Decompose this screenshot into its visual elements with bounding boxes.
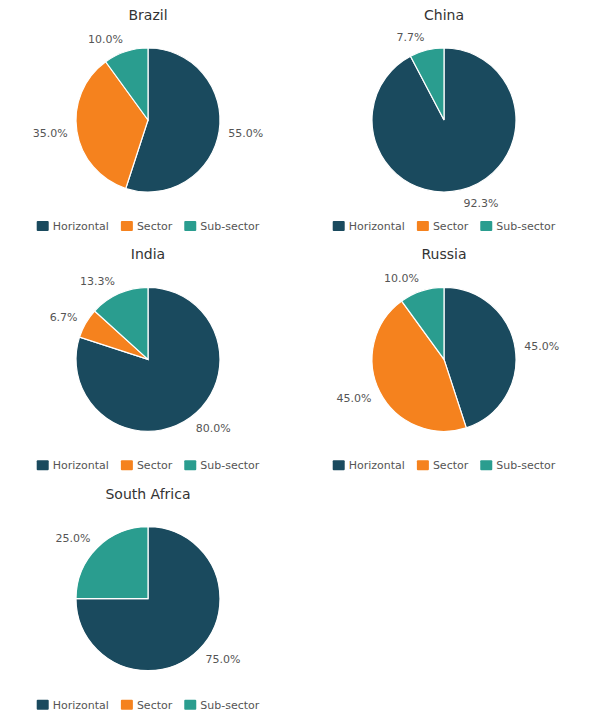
slices [372, 48, 516, 192]
legend-swatch [480, 460, 492, 470]
legend-label: Horizontal [53, 220, 109, 233]
pie-slice [402, 287, 444, 359]
data-label: 55.0% [228, 127, 263, 140]
chart-title: Russia [421, 246, 466, 262]
legend-item: Horizontal [37, 220, 109, 233]
pie-chart: China 92.3% 7.7% Horizontal Sector Sub-sector [333, 7, 556, 233]
legend-item: Sub-sector [480, 459, 555, 472]
legend-item: Horizontal [37, 459, 109, 472]
pie-chart: South Africa 75.0% 25.0% Horizontal Sector Su… [37, 486, 260, 712]
pie-chart: Russia 45.0% 45.0% 10.0% Horizontal Sector Sub… [333, 246, 560, 472]
data-label: 75.0% [206, 653, 241, 666]
legend-label: Sub-sector [496, 459, 555, 472]
legend-item: Sector [121, 699, 173, 712]
legend-item: Sub-sector [184, 699, 259, 712]
legend-label: Horizontal [53, 699, 109, 712]
legend-item: Sub-sector [480, 220, 555, 233]
legend-swatch [184, 460, 196, 470]
data-labels: 75.0% 25.0% [56, 532, 241, 666]
legend-label: Horizontal [349, 459, 405, 472]
chart-title: India [131, 246, 165, 262]
legend-swatch [121, 221, 133, 231]
legend-label: Sector [433, 220, 469, 233]
data-labels: 45.0% 45.0% 10.0% [337, 272, 560, 405]
data-labels: 92.3% 7.7% [397, 31, 499, 210]
pie-chart: Brazil 55.0% 35.0% 10.0% Horizontal Sector Sub… [33, 7, 264, 233]
chart-title: Brazil [128, 7, 167, 23]
legend: Horizontal Sector Sub-sector [37, 459, 260, 472]
legend-swatch [37, 221, 49, 231]
legend-swatch [121, 700, 133, 710]
legend-swatch [417, 221, 429, 231]
legend-swatch [37, 460, 49, 470]
legend-label: Sector [137, 459, 173, 472]
legend: Horizontal Sector Sub-sector [333, 220, 556, 233]
legend-item: Horizontal [37, 699, 109, 712]
data-label: 6.7% [50, 311, 78, 324]
data-labels: 55.0% 35.0% 10.0% [33, 33, 264, 141]
legend-label: Sector [137, 220, 173, 233]
legend-label: Horizontal [349, 220, 405, 233]
legend-item: Sub-sector [184, 459, 259, 472]
chart-title: China [424, 7, 464, 23]
data-label: 10.0% [384, 272, 419, 285]
legend-label: Sub-sector [200, 699, 259, 712]
data-label: 7.7% [397, 31, 425, 44]
legend-label: Sector [137, 699, 173, 712]
pie-slice [95, 287, 148, 359]
legend-label: Horizontal [53, 459, 109, 472]
pie-slice [106, 48, 148, 120]
legend-item: Horizontal [333, 459, 405, 472]
legend-swatch [333, 221, 345, 231]
pie-slice [76, 287, 220, 431]
legend-label: Sub-sector [200, 220, 259, 233]
data-label: 92.3% [463, 197, 498, 210]
data-labels: 80.0% 6.7% 13.3% [50, 275, 231, 435]
legend-label: Sector [433, 459, 469, 472]
legend: Horizontal Sector Sub-sector [37, 220, 260, 233]
legend-item: Sub-sector [184, 220, 259, 233]
data-label: 80.0% [196, 422, 231, 435]
data-label: 45.0% [337, 392, 372, 405]
legend-item: Horizontal [333, 220, 405, 233]
slices [76, 48, 220, 192]
data-label: 45.0% [524, 340, 559, 353]
slices [76, 527, 220, 671]
pie-slice [372, 48, 516, 192]
legend-swatch [417, 460, 429, 470]
data-label: 35.0% [33, 127, 68, 140]
slices [76, 287, 220, 431]
pie-slice [76, 527, 220, 671]
chart-page: Brazil 55.0% 35.0% 10.0% Horizontal Sector Sub… [0, 0, 592, 718]
pie-chart: India 80.0% 6.7% 13.3% Horizontal Sector Sub-s… [37, 246, 260, 472]
legend-item: Sector [121, 220, 173, 233]
data-label: 10.0% [88, 33, 123, 46]
slices [372, 287, 516, 431]
legend-item: Sector [417, 220, 469, 233]
legend-item: Sector [417, 459, 469, 472]
chart-title: South Africa [105, 486, 190, 502]
legend-swatch [184, 221, 196, 231]
legend-item: Sector [121, 459, 173, 472]
legend-swatch [121, 460, 133, 470]
legend-label: Sub-sector [200, 459, 259, 472]
legend: Horizontal Sector Sub-sector [333, 459, 556, 472]
data-label: 13.3% [80, 275, 115, 288]
legend-swatch [480, 221, 492, 231]
legend-swatch [184, 700, 196, 710]
legend-label: Sub-sector [496, 220, 555, 233]
data-label: 25.0% [56, 532, 91, 545]
legend-swatch [333, 460, 345, 470]
legend: Horizontal Sector Sub-sector [37, 699, 260, 712]
legend-swatch [37, 700, 49, 710]
pie-slice [411, 48, 444, 120]
